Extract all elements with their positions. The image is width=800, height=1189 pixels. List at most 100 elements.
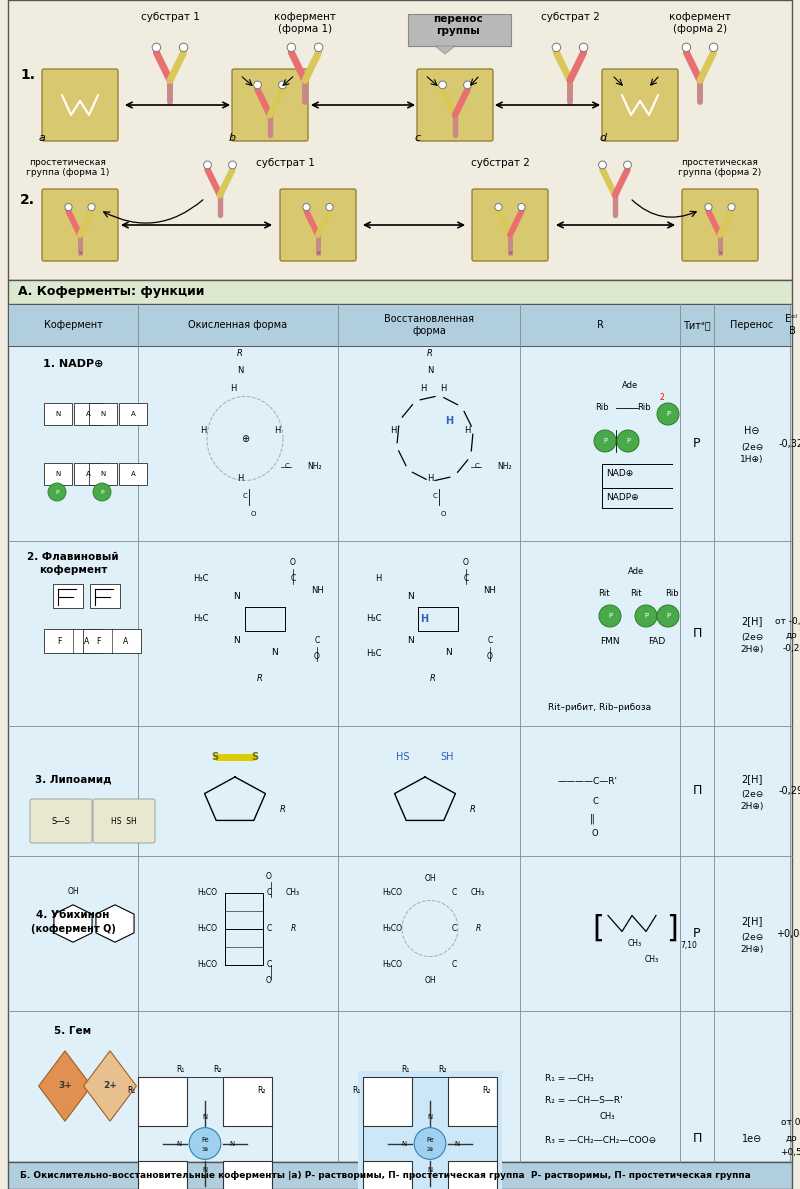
Text: Восстановленная
форма: Восстановленная форма	[384, 314, 474, 335]
Text: H₃C: H₃C	[193, 614, 209, 623]
Text: субстрат 1: субстрат 1	[141, 12, 199, 23]
Polygon shape	[38, 1051, 91, 1121]
Text: NADP⊕: NADP⊕	[606, 493, 638, 503]
Circle shape	[254, 81, 262, 89]
Text: 3+: 3+	[58, 1082, 72, 1090]
Polygon shape	[83, 1051, 136, 1121]
Text: NH₂: NH₂	[498, 463, 512, 471]
Text: H: H	[464, 426, 470, 435]
Text: O: O	[592, 829, 598, 837]
Text: кофермент: кофермент	[39, 565, 107, 575]
Text: CH₃: CH₃	[471, 888, 485, 897]
Text: N: N	[229, 1140, 234, 1146]
Text: A: A	[86, 411, 90, 417]
Text: Р: Р	[694, 438, 701, 449]
Text: ‖: ‖	[590, 813, 594, 824]
Text: 2.: 2.	[20, 193, 35, 207]
Bar	[89, 403, 117, 424]
Text: N: N	[237, 366, 243, 375]
Text: R₂: R₂	[438, 1065, 446, 1074]
Text: NH: NH	[484, 586, 496, 594]
Polygon shape	[96, 905, 134, 942]
Text: H: H	[420, 614, 428, 623]
Text: H₃CO: H₃CO	[382, 924, 402, 933]
Text: Rit: Rit	[630, 589, 642, 598]
Text: N: N	[100, 411, 106, 417]
Text: H: H	[230, 384, 236, 394]
Circle shape	[314, 43, 323, 51]
Text: Rit–рибит, Rib–рибоза: Rit–рибит, Rib–рибоза	[549, 704, 651, 712]
Circle shape	[599, 605, 621, 627]
Text: H: H	[427, 474, 433, 483]
Text: +0,5: +0,5	[780, 1149, 800, 1157]
Bar	[83, 629, 141, 653]
Text: H: H	[445, 415, 453, 426]
Circle shape	[598, 161, 606, 169]
Text: R: R	[427, 350, 433, 358]
Polygon shape	[435, 46, 455, 54]
Text: ×: ×	[507, 250, 513, 256]
Text: П: П	[692, 627, 702, 640]
Bar	[363, 1076, 413, 1126]
Text: H₃C: H₃C	[193, 574, 209, 583]
Text: N: N	[406, 592, 414, 600]
Text: C: C	[487, 636, 493, 644]
Bar	[119, 403, 147, 424]
Text: R: R	[475, 924, 481, 933]
Circle shape	[463, 81, 471, 89]
Bar	[138, 1162, 187, 1189]
Circle shape	[179, 43, 188, 51]
Circle shape	[88, 203, 95, 210]
Circle shape	[705, 203, 712, 210]
FancyBboxPatch shape	[93, 799, 155, 843]
Text: (2e⊖: (2e⊖	[741, 791, 763, 799]
Text: (2e⊖: (2e⊖	[741, 633, 763, 642]
Text: Rib: Rib	[665, 589, 679, 598]
FancyBboxPatch shape	[232, 69, 308, 141]
Text: N: N	[202, 1166, 207, 1172]
Circle shape	[617, 430, 639, 452]
Text: R₂ = —CH—S—R': R₂ = —CH—S—R'	[545, 1096, 622, 1105]
Text: H: H	[440, 384, 446, 394]
Text: H₃CO: H₃CO	[197, 888, 217, 897]
Text: NH₂: NH₂	[308, 463, 322, 471]
Text: N: N	[272, 648, 278, 658]
FancyBboxPatch shape	[682, 189, 758, 262]
Text: O: O	[266, 976, 272, 984]
Text: N: N	[234, 636, 240, 644]
Circle shape	[278, 81, 286, 89]
Circle shape	[287, 43, 296, 51]
Text: 2H⊕): 2H⊕)	[740, 803, 764, 812]
Bar	[408, 14, 511, 46]
Text: Fe: Fe	[426, 1137, 434, 1143]
Text: P: P	[666, 411, 670, 417]
Text: H₃CO: H₃CO	[197, 960, 217, 969]
Text: [: [	[592, 914, 604, 943]
Bar	[8, 304, 792, 346]
Text: a: a	[38, 133, 46, 143]
Text: O: O	[250, 510, 256, 516]
Circle shape	[623, 161, 631, 169]
Text: А. Коферменты: функции: А. Коферменты: функции	[18, 285, 204, 298]
Text: O: O	[266, 872, 272, 881]
Text: 2[H]: 2[H]	[742, 774, 762, 784]
Bar	[8, 304, 792, 1162]
Text: P: P	[626, 438, 630, 443]
Text: кофермент
(форма 1): кофермент (форма 1)	[274, 12, 336, 33]
Circle shape	[438, 81, 446, 89]
Text: Перенос: Перенос	[730, 320, 774, 331]
Text: FAD: FAD	[648, 636, 666, 646]
Text: -0,2: -0,2	[782, 644, 800, 653]
Text: Б. Окислительно-восстановительные коферменты |a) Р- растворимы, П- простетическа: Б. Окислительно-восстановительные коферм…	[20, 1171, 750, 1179]
Text: F: F	[96, 636, 100, 646]
Text: C: C	[266, 888, 272, 897]
Text: A: A	[84, 636, 90, 646]
Text: P: P	[666, 614, 670, 619]
Text: N: N	[445, 648, 451, 658]
Circle shape	[229, 161, 236, 169]
Text: Fe: Fe	[201, 1137, 209, 1143]
Text: 4. Убихинон: 4. Убихинон	[36, 911, 110, 920]
Text: +0,04: +0,04	[776, 929, 800, 938]
Text: N: N	[202, 1114, 207, 1120]
Text: H⊖: H⊖	[744, 427, 760, 436]
